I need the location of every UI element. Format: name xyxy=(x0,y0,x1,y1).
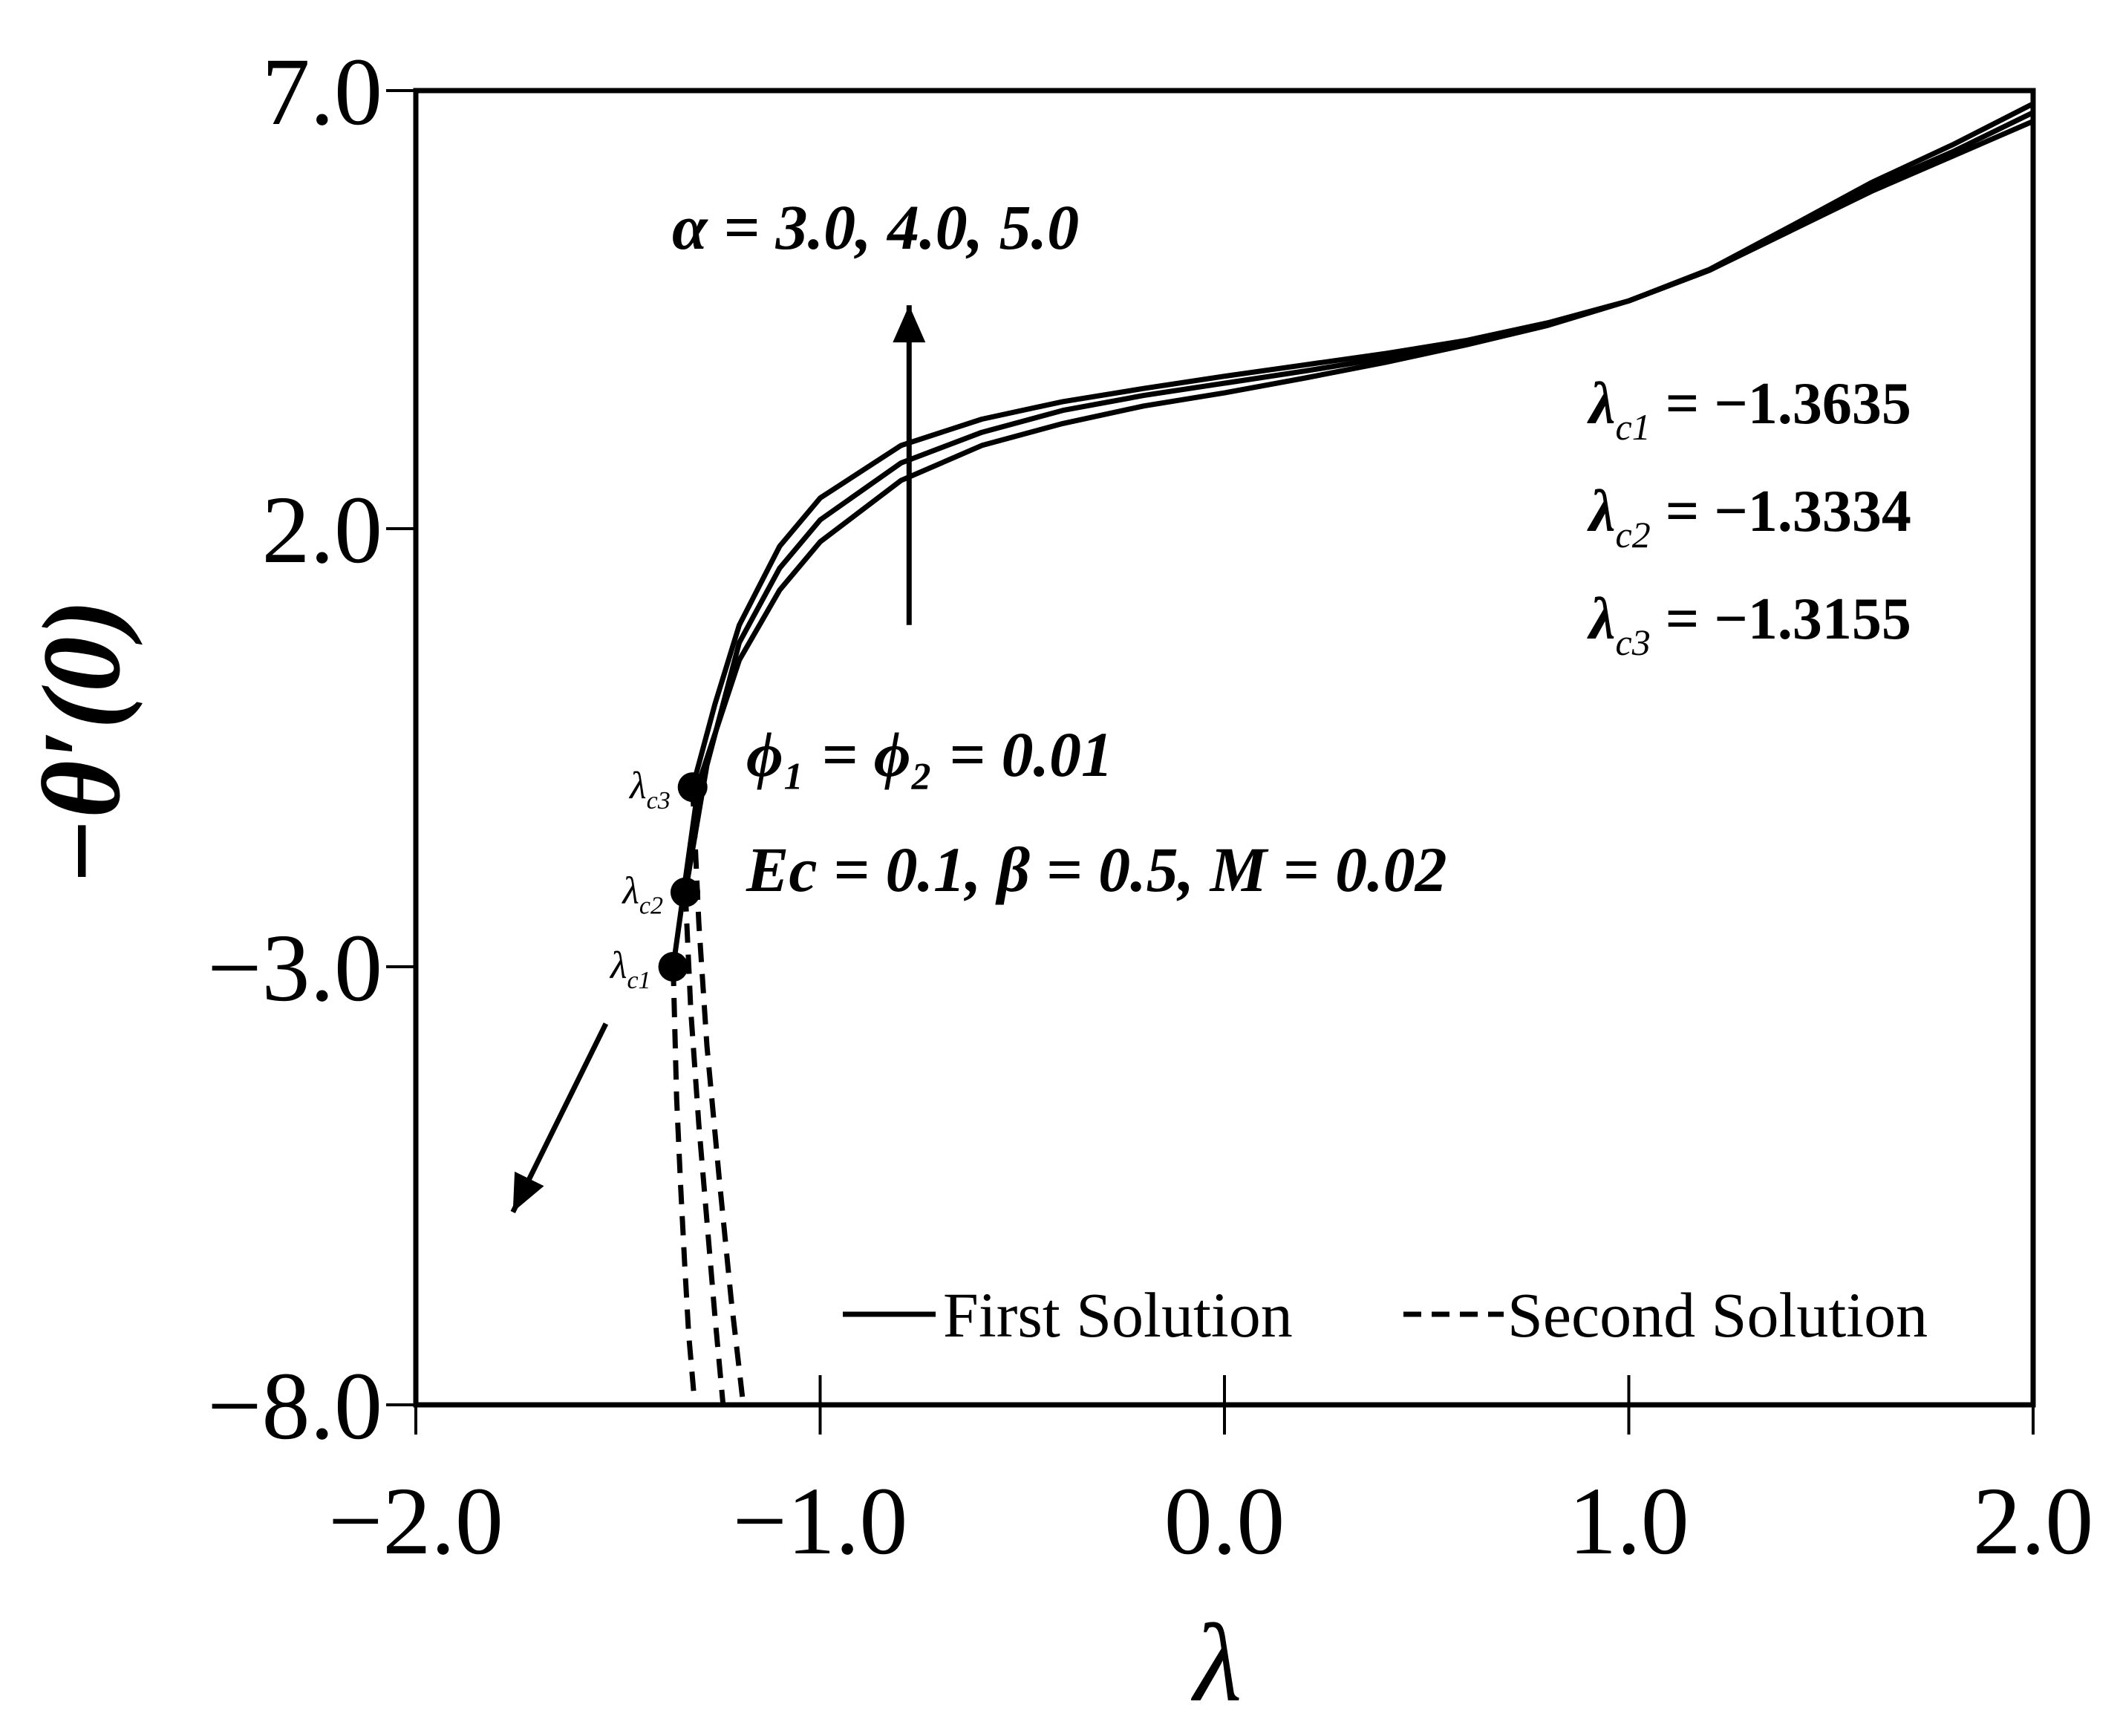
y-axis-title: −θ′(0) xyxy=(20,599,143,886)
critical-point-c2 xyxy=(670,877,700,907)
critical-point-label-c2: λc2 xyxy=(621,870,663,920)
trend-arrow-head-2 xyxy=(512,1171,544,1213)
y-tick-label-4: 7.0 xyxy=(262,39,383,146)
critical-point-label-c1: λc1 xyxy=(609,944,651,994)
plot-layer xyxy=(671,101,2033,1405)
critical-values-annotation: λc1 = −1.3635 λc2 = −1.3334 λc3 = −1.3155 xyxy=(1587,371,1911,663)
y-tick-label-1: −8.0 xyxy=(207,1353,382,1460)
critical-point-label-c3: λc3 xyxy=(628,765,671,815)
x-tick-label-5: 2.0 xyxy=(1973,1468,2094,1575)
second-solution-line-1 xyxy=(671,966,698,1405)
critical-point-c3 xyxy=(677,772,708,803)
second-solution-line-2 xyxy=(682,892,726,1405)
legend: First Solution Second Solution xyxy=(843,1279,1928,1351)
x-axis-title: λ xyxy=(1191,1602,1242,1725)
critical-value-c2: λc2 = −1.3334 xyxy=(1587,479,1911,555)
x-tick-label-4: 1.0 xyxy=(1568,1468,1689,1575)
x-tick-label-2: −1.0 xyxy=(733,1468,908,1575)
second-solution-line-3 xyxy=(690,786,746,1405)
params-annotation-1: ϕ₁ = ϕ₂ = 0.01 xyxy=(746,719,1113,790)
plot-frame xyxy=(413,88,2036,1408)
critical-point-c1 xyxy=(658,952,688,982)
legend-second-label: Second Solution xyxy=(1507,1279,1928,1351)
y-tick-label-3: 2.0 xyxy=(262,477,383,584)
trend-arrow-head-1 xyxy=(893,305,926,343)
x-tick-label-1: −2.0 xyxy=(328,1468,503,1575)
critical-value-c1: λc1 = −1.3635 xyxy=(1587,371,1911,448)
axes-layer: −8.0 −3.0 2.0 7.0 −2.0 −1.0 0.0 1.0 2.0 λc1 λc2 λc3 xyxy=(207,39,2093,1575)
legend-first-label: First Solution xyxy=(943,1279,1293,1351)
alpha-annotation: α = 3.0, 4.0, 5.0 xyxy=(672,192,1079,263)
x-tick-label-3: 0.0 xyxy=(1164,1468,1285,1575)
critical-value-c3: λc3 = −1.3155 xyxy=(1587,587,1911,663)
y-tick-label-2: −3.0 xyxy=(207,915,382,1022)
first-solution-line-3 xyxy=(690,101,2033,790)
params-annotation-2: Ec = 0.1, β = 0.5, M = 0.02 xyxy=(746,834,1447,905)
